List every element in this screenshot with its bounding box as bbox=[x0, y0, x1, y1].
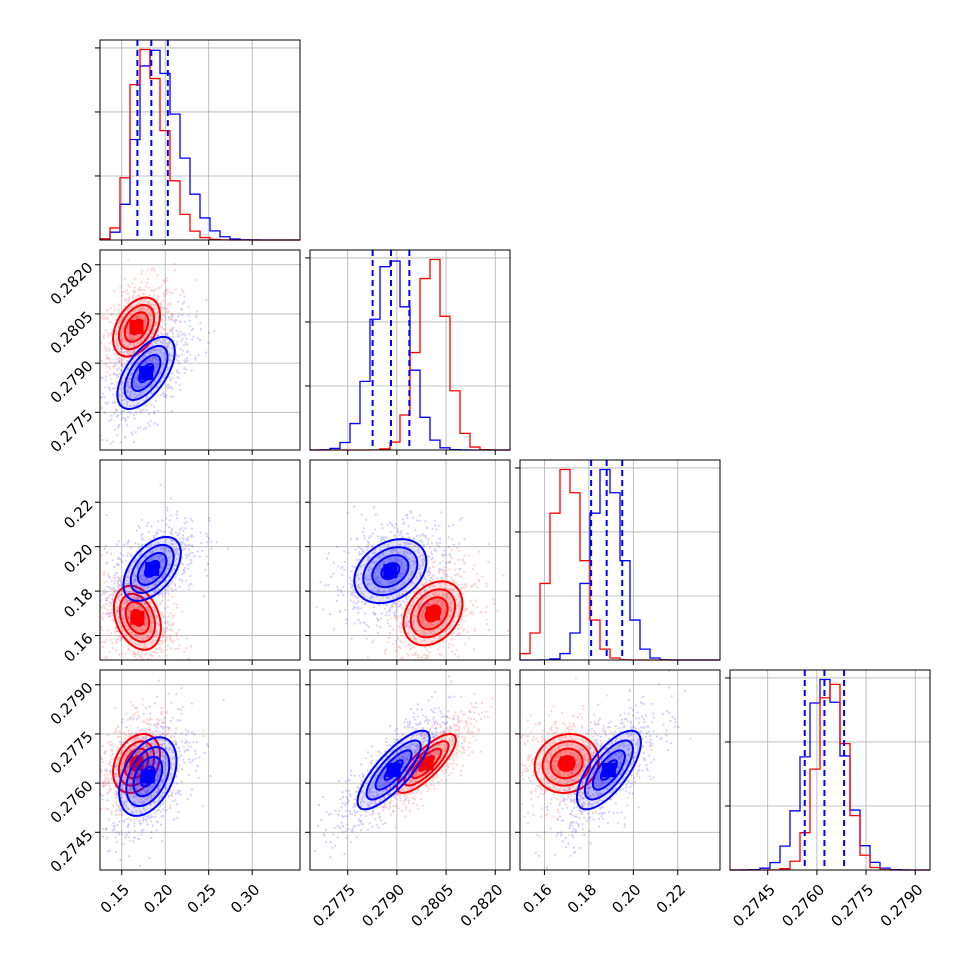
panel-3-1 bbox=[95, 459, 301, 665]
density-peak-red bbox=[559, 756, 574, 771]
density-peak-red bbox=[130, 610, 145, 625]
panel-frame bbox=[519, 669, 721, 871]
density-peak-red bbox=[129, 320, 144, 335]
x-tick-label: 0.2775 bbox=[309, 881, 359, 931]
density-peak-blue bbox=[140, 769, 155, 784]
y-tick-label: 0.2760 bbox=[47, 777, 97, 827]
scatter-blue bbox=[315, 505, 466, 644]
panel-content bbox=[100, 259, 216, 445]
y-tick-label: 0.2775 bbox=[47, 728, 97, 778]
x-tick-label: 0.16 bbox=[519, 881, 555, 917]
x-tick-label: 0.25 bbox=[184, 881, 220, 917]
y-tick-label: 0.22 bbox=[60, 496, 96, 532]
scatter-blue bbox=[314, 675, 483, 859]
y-tick-label: 0.2775 bbox=[47, 406, 97, 456]
y-tick-label: 0.18 bbox=[60, 585, 96, 621]
panel-frame bbox=[99, 249, 301, 451]
x-tick-label: 0.2790 bbox=[877, 881, 927, 931]
panel-content bbox=[314, 675, 493, 859]
panel-hist-2 bbox=[305, 249, 511, 455]
density-peak-blue bbox=[145, 561, 160, 576]
x-tick-label: 0.2775 bbox=[828, 881, 878, 931]
y-tick-label: 0.2790 bbox=[47, 357, 97, 407]
panel-hist-3 bbox=[515, 459, 721, 665]
panel-content bbox=[100, 483, 230, 660]
density-peak-red bbox=[425, 606, 440, 621]
x-tick-label: 0.2820 bbox=[457, 881, 507, 931]
x-tick-label: 0.2745 bbox=[729, 881, 779, 931]
x-tick-label: 0.20 bbox=[608, 881, 644, 917]
panel-frame bbox=[309, 459, 511, 661]
x-tick-label: 0.2760 bbox=[778, 881, 828, 931]
panel-frame bbox=[99, 459, 301, 661]
panel-frame bbox=[309, 249, 511, 451]
x-tick-label: 0.30 bbox=[227, 881, 263, 917]
y-tick-label: 0.2805 bbox=[47, 308, 97, 358]
panel-hist-4 bbox=[725, 669, 931, 875]
panel-4-2 bbox=[305, 669, 511, 875]
x-tick-label: 0.18 bbox=[564, 881, 600, 917]
y-tick-label: 0.2820 bbox=[47, 259, 97, 309]
x-tick-label: 0.2805 bbox=[408, 881, 458, 931]
panel-content bbox=[520, 670, 692, 869]
panel-content bbox=[100, 679, 225, 867]
panel-hist-1 bbox=[95, 39, 301, 245]
x-tick-label: 0.20 bbox=[140, 881, 176, 917]
panel-frame bbox=[99, 669, 301, 871]
panel-2-1 bbox=[95, 249, 301, 455]
panel-4-1 bbox=[95, 669, 301, 875]
x-tick-label: 0.22 bbox=[653, 881, 689, 917]
histogram-red bbox=[730, 683, 930, 871]
y-tick-label: 0.20 bbox=[60, 540, 96, 576]
y-tick-label: 0.16 bbox=[60, 629, 96, 665]
x-tick-label: 0.15 bbox=[97, 881, 133, 917]
panel-frame bbox=[519, 459, 721, 661]
density-peak-blue bbox=[386, 763, 401, 777]
density-peak-blue bbox=[601, 763, 616, 777]
panel-frame bbox=[99, 39, 301, 241]
panel-frame bbox=[729, 669, 931, 871]
panel-4-3 bbox=[515, 669, 721, 875]
x-tick-label: 0.2790 bbox=[358, 881, 408, 931]
density-peak-blue bbox=[139, 365, 154, 380]
panel-content bbox=[315, 505, 510, 660]
panel-frame bbox=[309, 669, 511, 871]
density-peak-blue bbox=[383, 564, 398, 579]
y-tick-label: 0.2745 bbox=[47, 826, 97, 876]
panel-3-2 bbox=[305, 459, 511, 665]
y-tick-label: 0.2790 bbox=[47, 679, 97, 729]
histogram-blue bbox=[729, 678, 930, 871]
